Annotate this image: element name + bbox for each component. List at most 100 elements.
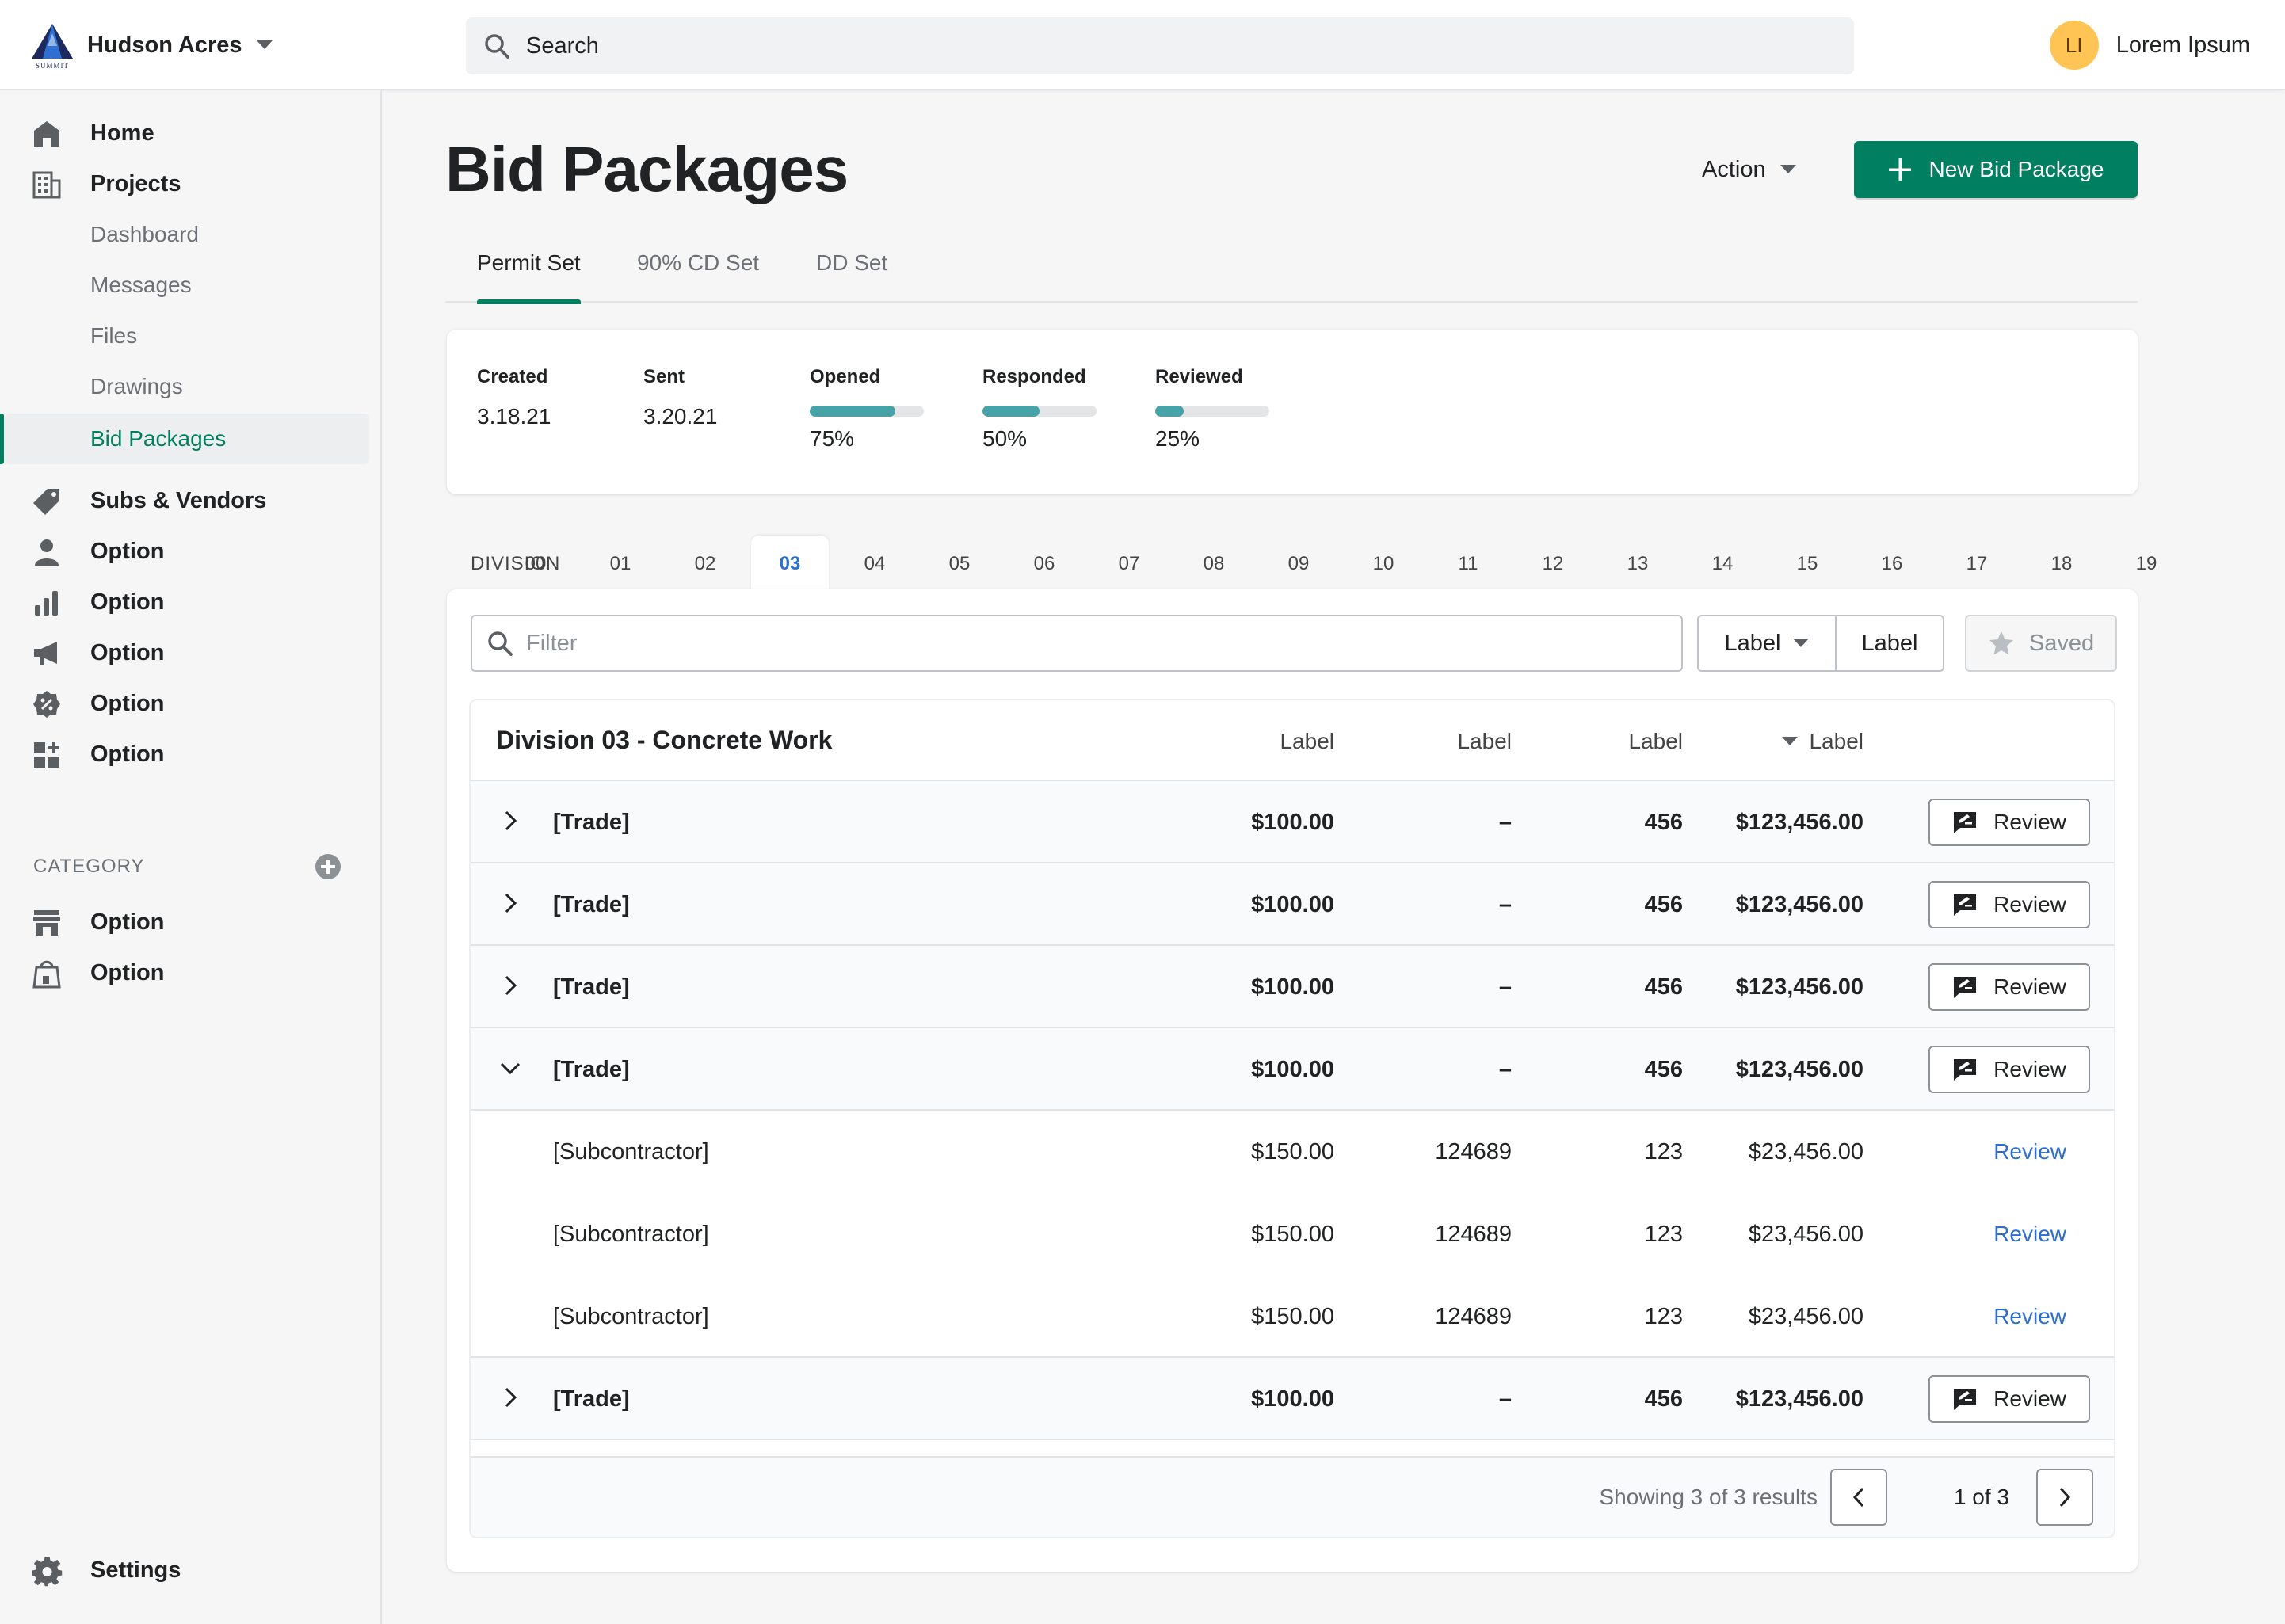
tab-permit-set[interactable]: Permit Set — [477, 250, 581, 304]
add-circle-icon[interactable] — [314, 852, 342, 881]
next-page-button[interactable] — [2036, 1469, 2093, 1526]
new-bid-package-button[interactable]: New Bid Package — [1854, 141, 2138, 198]
review-button[interactable]: Review — [1928, 881, 2090, 928]
review-button[interactable]: Review — [1928, 799, 2090, 846]
chevron-down-icon[interactable] — [499, 1057, 521, 1079]
filter-field[interactable] — [471, 615, 1683, 672]
column-header[interactable]: Label — [1457, 729, 1512, 753]
tab-dd-set[interactable]: DD Set — [816, 250, 888, 275]
caret-down-icon — [256, 40, 273, 49]
row-cell: – — [1498, 892, 1512, 917]
user-name: Lorem Ipsum — [2115, 32, 2250, 58]
review-link[interactable]: Review — [1993, 1304, 2066, 1329]
division-tab-06[interactable]: 06 — [1033, 553, 1055, 574]
search-input[interactable] — [526, 32, 1794, 59]
trade-row[interactable]: [Trade] $100.00 – 456 $123,456.00 Review — [471, 1028, 2114, 1111]
user-menu[interactable]: LI Lorem Ipsum — [2049, 21, 2250, 70]
division-tab-03[interactable]: 03 — [751, 536, 829, 591]
sidebar-subitem-label: Messages — [90, 273, 192, 297]
sidebar-item-option-store[interactable]: Option — [0, 897, 380, 947]
review-button[interactable]: Review — [1928, 1046, 2090, 1093]
division-tab-17[interactable]: 17 — [1966, 553, 1988, 574]
sidebar-item-option-apps[interactable]: Option — [0, 729, 380, 780]
division-tab-01[interactable]: 01 — [609, 553, 631, 574]
row-cell: 123 — [1644, 1304, 1683, 1329]
store-switcher[interactable]: SUMMIT Hudson Acres — [30, 22, 273, 70]
avatar: LI — [2049, 21, 2099, 70]
division-tab-10[interactable]: 10 — [1372, 553, 1394, 574]
sidebar-item-option-discounts[interactable]: Option — [0, 678, 380, 729]
column-header-sorted[interactable]: Label — [1782, 729, 1863, 754]
row-cell: $123,456.00 — [1735, 892, 1863, 917]
search-icon — [485, 34, 509, 59]
column-header[interactable]: Label — [1280, 729, 1334, 753]
division-tab-07[interactable]: 07 — [1118, 553, 1140, 574]
division-tab-14[interactable]: 14 — [1711, 553, 1734, 574]
division-tab-19[interactable]: 19 — [2135, 553, 2157, 574]
bid-table-card: Label Label Saved Division 03 - Concrete… — [447, 589, 2138, 1572]
sidebar-item-projects[interactable]: Projects — [0, 158, 380, 209]
sidebar-subitem-bid-packages[interactable]: Bid Packages — [5, 414, 369, 464]
division-tab-11[interactable]: 11 — [1458, 553, 1478, 574]
stat-label: Created — [477, 366, 548, 387]
sidebar-item-home[interactable]: Home — [0, 108, 380, 158]
sidebar-item-subs-vendors[interactable]: Subs & Vendors — [0, 475, 380, 526]
sidebar-item-label: Option — [90, 959, 165, 985]
label-button[interactable]: Label — [1837, 616, 1943, 670]
responded-progress-bar — [982, 406, 1097, 417]
previous-page-button[interactable] — [1830, 1469, 1887, 1526]
review-link[interactable]: Review — [1993, 1139, 2066, 1164]
sidebar-item-option-marketing[interactable]: Option — [0, 627, 380, 678]
sidebar-subitem-label: Bid Packages — [90, 426, 227, 451]
trade-row[interactable]: [Trade] $100.00 – 456 $123,456.00 Review — [471, 781, 2114, 863]
sidebar-subitem-messages[interactable]: Messages — [0, 260, 380, 311]
division-tab-13[interactable]: 13 — [1627, 553, 1649, 574]
sidebar-item-option-customers[interactable]: Option — [0, 526, 380, 577]
column-header[interactable]: Label — [1628, 729, 1683, 753]
division-tab-09[interactable]: 09 — [1287, 553, 1310, 574]
sidebar-item-option-analytics[interactable]: Option — [0, 577, 380, 627]
progress-fill — [982, 406, 1040, 417]
chevron-right-icon[interactable] — [499, 892, 521, 914]
trade-row[interactable]: [Trade] $100.00 – 456 $123,456.00 Review — [471, 863, 2114, 946]
chevron-right-icon[interactable] — [499, 810, 521, 832]
tag-icon — [33, 489, 59, 515]
review-button[interactable]: Review — [1928, 963, 2090, 1011]
division-tab-08[interactable]: 08 — [1203, 553, 1225, 574]
sidebar-subitem-dashboard[interactable]: Dashboard — [0, 209, 380, 260]
division-tab-04[interactable]: 04 — [864, 553, 886, 574]
review-icon — [1954, 812, 1977, 833]
division-tab-16[interactable]: 16 — [1881, 553, 1903, 574]
action-dropdown-button[interactable]: Action — [1702, 149, 1796, 190]
review-icon — [1954, 977, 1977, 998]
review-link[interactable]: Review — [1993, 1222, 2066, 1246]
division-tab-12[interactable]: 12 — [1542, 553, 1564, 574]
saved-button[interactable]: Saved — [1965, 615, 2117, 672]
sidebar-subitem-drawings[interactable]: Drawings — [0, 361, 380, 412]
division-tab-00[interactable]: 00 — [525, 553, 547, 574]
division-tab-02[interactable]: 02 — [694, 553, 716, 574]
chevron-right-icon[interactable] — [499, 974, 521, 997]
stat-reviewed: Reviewed 25% — [1155, 366, 1269, 452]
review-button[interactable]: Review — [1928, 1375, 2090, 1423]
row-name: [Subcontractor] — [553, 1139, 709, 1165]
store-icon — [33, 910, 60, 936]
sidebar-item-option-shop[interactable]: Option — [0, 947, 380, 998]
stat-label: Responded — [982, 366, 1086, 387]
sidebar-item-label: Subs & Vendors — [90, 487, 267, 513]
tab-90-cd-set[interactable]: 90% CD Set — [637, 250, 760, 275]
row-cell: $123,456.00 — [1735, 810, 1863, 835]
trade-row[interactable]: [Trade] $100.00 – 456 $123,456.00 Review — [471, 946, 2114, 1028]
gear-icon — [32, 1556, 63, 1587]
filter-input[interactable] — [526, 630, 1635, 657]
label-dropdown-button[interactable]: Label — [1699, 616, 1837, 670]
row-name: [Subcontractor] — [553, 1304, 709, 1329]
sidebar-subitem-files[interactable]: Files — [0, 311, 380, 361]
chevron-right-icon[interactable] — [499, 1386, 521, 1409]
division-tab-15[interactable]: 15 — [1796, 553, 1818, 574]
sidebar-item-settings[interactable]: Settings — [0, 1545, 380, 1595]
trade-row[interactable]: [Trade] $100.00 – 456 $123,456.00 Review — [471, 1358, 2114, 1440]
division-tab-05[interactable]: 05 — [948, 553, 971, 574]
global-search[interactable] — [466, 17, 1854, 74]
division-tab-18[interactable]: 18 — [2050, 553, 2073, 574]
